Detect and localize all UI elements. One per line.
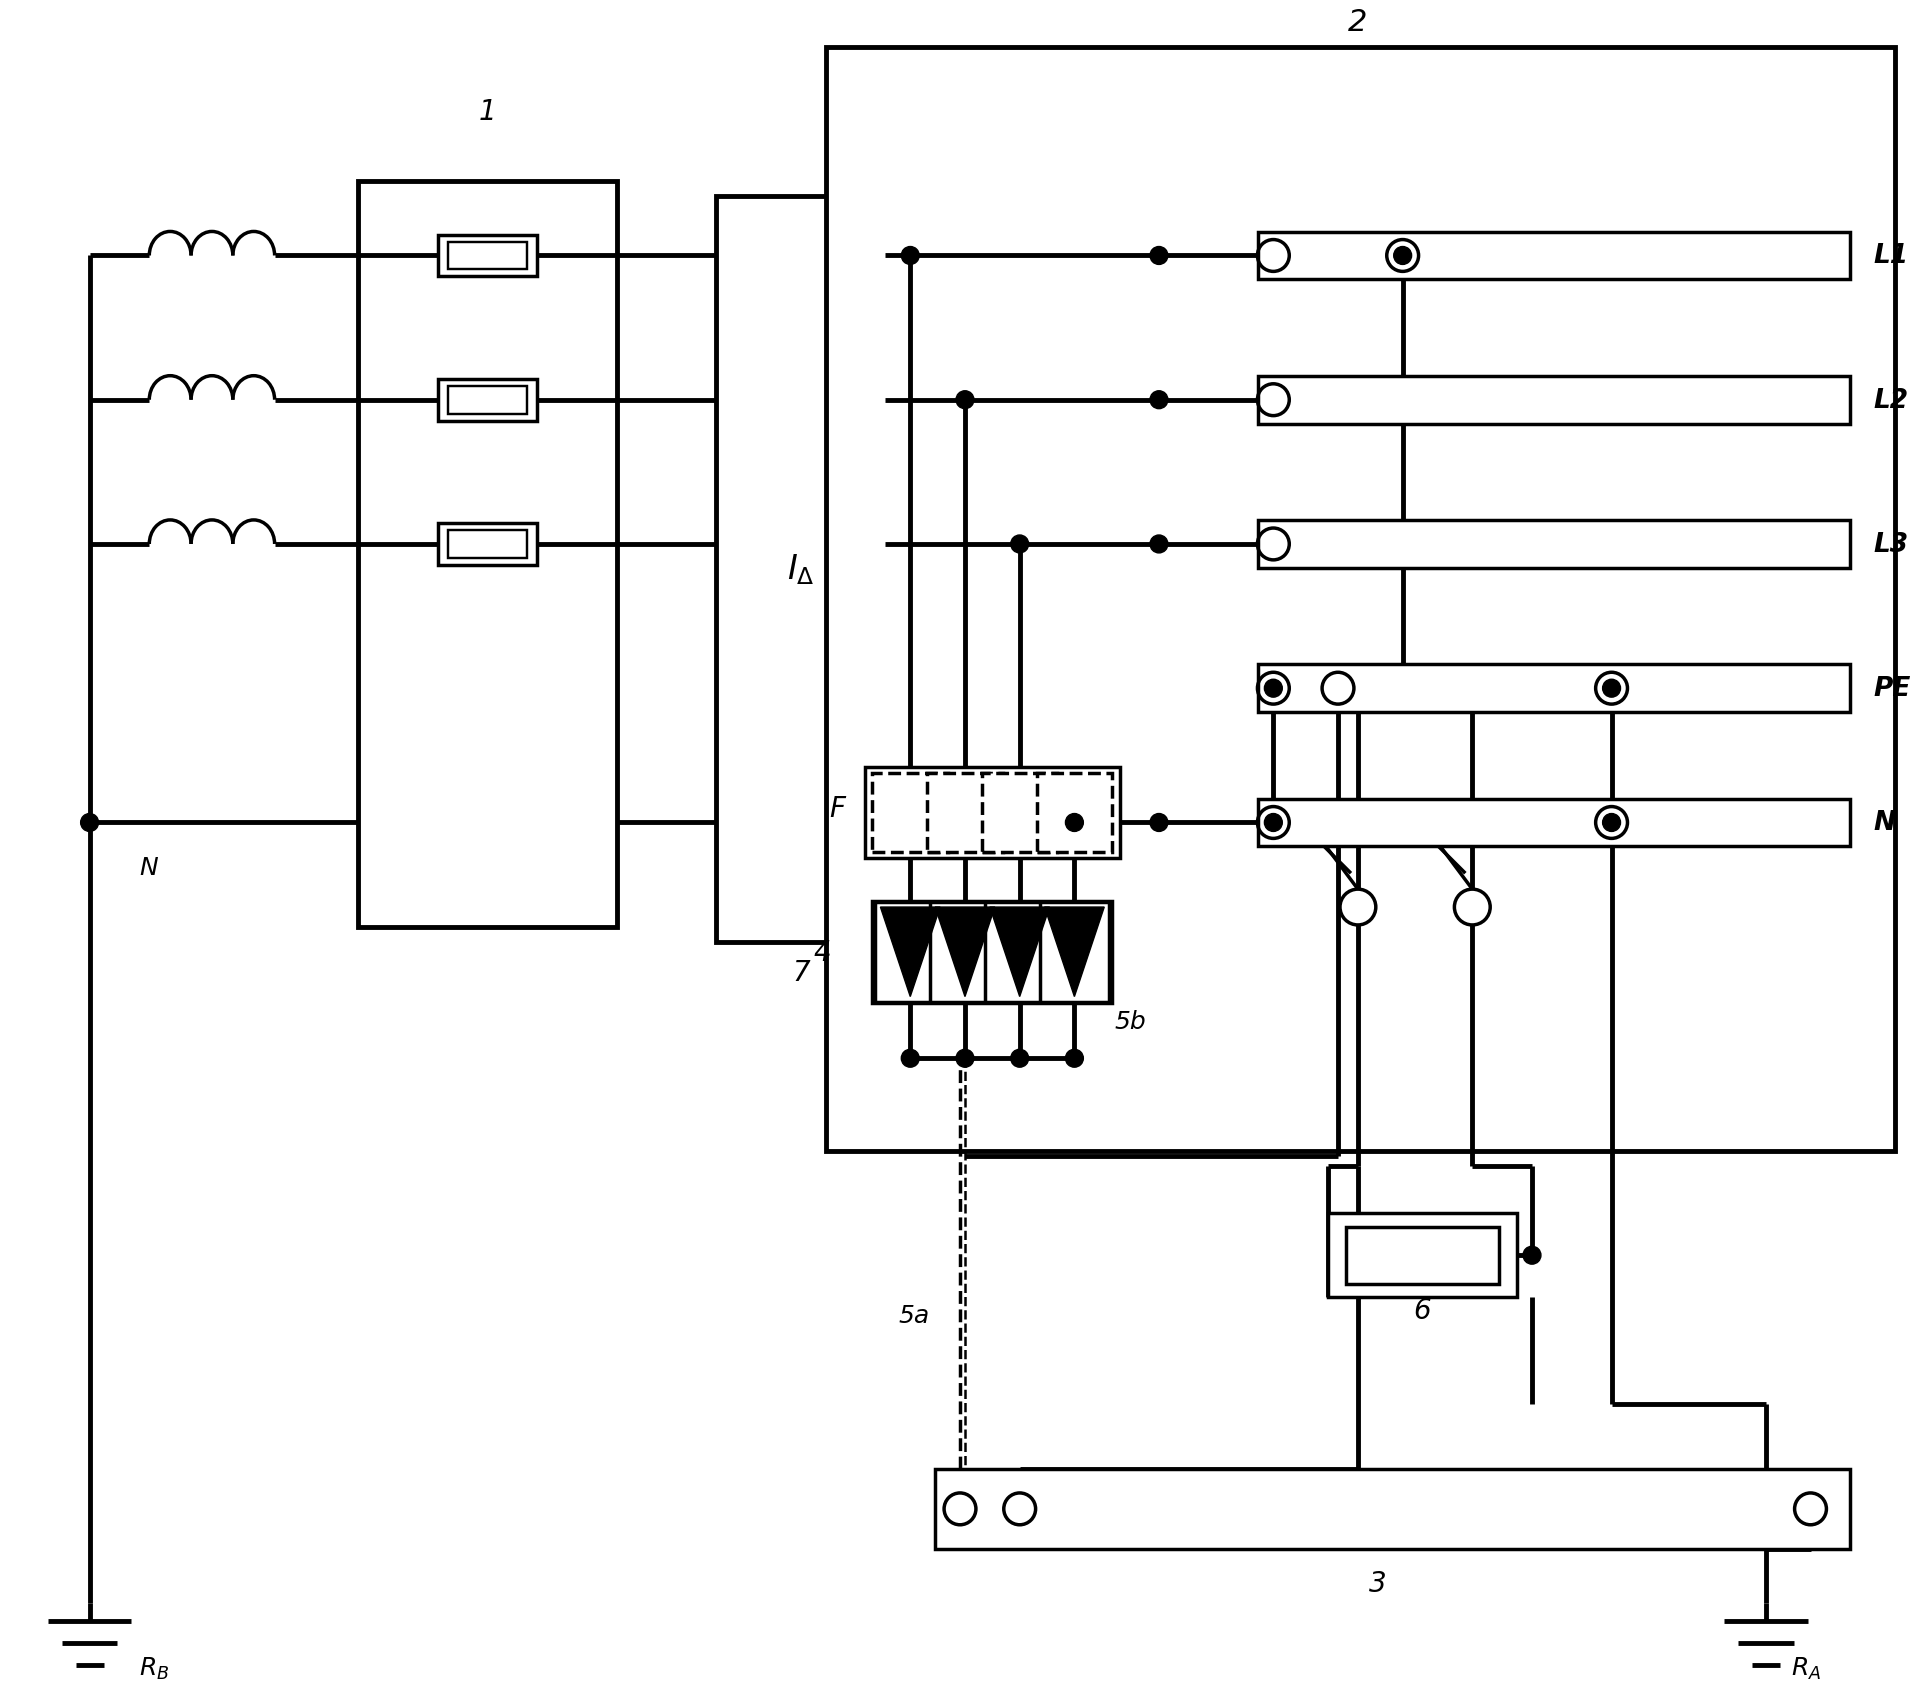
Bar xyxy=(875,903,946,1002)
Circle shape xyxy=(1393,248,1411,265)
Bar xyxy=(438,236,538,277)
Text: 6: 6 xyxy=(1415,1296,1432,1325)
Circle shape xyxy=(1522,1246,1541,1265)
Text: 4: 4 xyxy=(813,939,830,966)
Bar xyxy=(448,531,527,558)
Bar xyxy=(717,196,886,942)
Circle shape xyxy=(81,814,98,831)
Text: 1: 1 xyxy=(479,99,496,126)
Bar xyxy=(930,903,999,1002)
Circle shape xyxy=(1065,814,1084,831)
Bar xyxy=(869,770,951,857)
Circle shape xyxy=(1011,1050,1028,1067)
Circle shape xyxy=(1149,248,1169,265)
Bar xyxy=(873,901,1113,1004)
Circle shape xyxy=(901,1050,919,1067)
Text: $R_A$: $R_A$ xyxy=(1791,1656,1820,1681)
Text: PE: PE xyxy=(1874,676,1910,702)
Bar xyxy=(855,799,1128,1067)
Text: 7: 7 xyxy=(792,958,809,987)
Text: 5b: 5b xyxy=(1115,1011,1146,1034)
Polygon shape xyxy=(880,908,940,997)
Circle shape xyxy=(1265,679,1282,698)
Bar xyxy=(1259,799,1851,847)
Bar xyxy=(978,770,1061,857)
Bar xyxy=(826,48,1895,1151)
Bar xyxy=(1036,773,1113,854)
Bar xyxy=(1259,521,1851,568)
Polygon shape xyxy=(1044,908,1105,997)
Polygon shape xyxy=(990,908,1049,997)
Circle shape xyxy=(1149,391,1169,410)
Text: L3: L3 xyxy=(1874,531,1909,558)
Circle shape xyxy=(1149,536,1169,553)
Bar xyxy=(1328,1214,1516,1297)
Text: N: N xyxy=(138,855,158,879)
Circle shape xyxy=(1603,814,1620,831)
Circle shape xyxy=(955,1050,974,1067)
Bar xyxy=(1259,232,1851,280)
Text: 5a: 5a xyxy=(899,1302,930,1326)
Bar xyxy=(1345,1227,1499,1284)
Bar xyxy=(448,386,527,415)
Circle shape xyxy=(901,248,919,265)
Bar xyxy=(984,903,1055,1002)
Bar xyxy=(1259,377,1851,425)
Bar xyxy=(438,379,538,422)
Bar xyxy=(1032,770,1117,857)
Bar xyxy=(1040,903,1109,1002)
Circle shape xyxy=(1011,536,1028,553)
Bar xyxy=(865,768,1121,859)
Bar xyxy=(923,770,1007,857)
Circle shape xyxy=(1065,1050,1084,1067)
Bar xyxy=(438,524,538,565)
Bar xyxy=(873,773,948,854)
Bar xyxy=(448,242,527,270)
Circle shape xyxy=(955,391,974,410)
Bar xyxy=(936,1470,1851,1548)
Circle shape xyxy=(1149,814,1169,831)
Text: L1: L1 xyxy=(1874,244,1909,270)
Circle shape xyxy=(1603,679,1620,698)
Text: 3: 3 xyxy=(1368,1569,1386,1598)
Text: N: N xyxy=(1874,811,1895,836)
Text: F: F xyxy=(830,794,846,823)
Polygon shape xyxy=(936,908,996,997)
Text: L2: L2 xyxy=(1874,387,1909,413)
Circle shape xyxy=(1265,814,1282,831)
Text: $I_\Delta$: $I_\Delta$ xyxy=(786,551,815,587)
Bar xyxy=(926,773,1003,854)
Bar xyxy=(357,181,617,927)
Bar xyxy=(1259,666,1851,712)
Text: $R_B$: $R_B$ xyxy=(138,1656,169,1681)
Text: 2: 2 xyxy=(1347,9,1368,38)
Bar xyxy=(982,773,1057,854)
